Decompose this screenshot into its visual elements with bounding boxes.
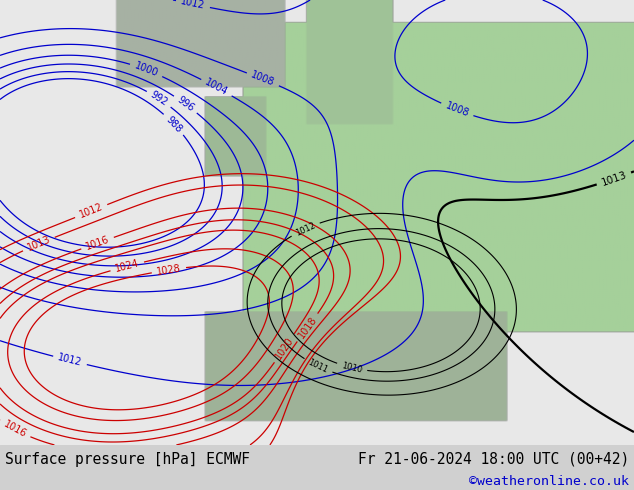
Text: 1012: 1012 [57,353,83,368]
Text: 1028: 1028 [156,263,182,277]
Text: 996: 996 [175,95,196,114]
Text: 1012: 1012 [294,220,317,237]
Text: 1016: 1016 [84,234,111,252]
Text: 1013: 1013 [25,235,52,253]
Text: ©weatheronline.co.uk: ©weatheronline.co.uk [469,475,629,489]
Text: 1004: 1004 [204,77,230,98]
Text: 1011: 1011 [307,358,330,375]
Text: 1020: 1020 [273,335,295,361]
Text: 988: 988 [164,114,184,134]
Text: 1008: 1008 [250,70,276,88]
Text: 1016: 1016 [2,419,28,440]
Text: 1012: 1012 [78,202,105,220]
Text: 1018: 1018 [296,315,319,341]
Text: 1013: 1013 [600,170,628,188]
Text: 1012: 1012 [180,0,206,11]
Text: 1000: 1000 [133,61,160,79]
Text: 1010: 1010 [340,361,363,374]
Text: Surface pressure [hPa] ECMWF: Surface pressure [hPa] ECMWF [5,452,250,467]
Text: 1008: 1008 [444,101,470,119]
Text: 1024: 1024 [114,258,140,274]
Text: 992: 992 [148,90,169,108]
Text: Fr 21-06-2024 18:00 UTC (00+42): Fr 21-06-2024 18:00 UTC (00+42) [358,452,629,467]
